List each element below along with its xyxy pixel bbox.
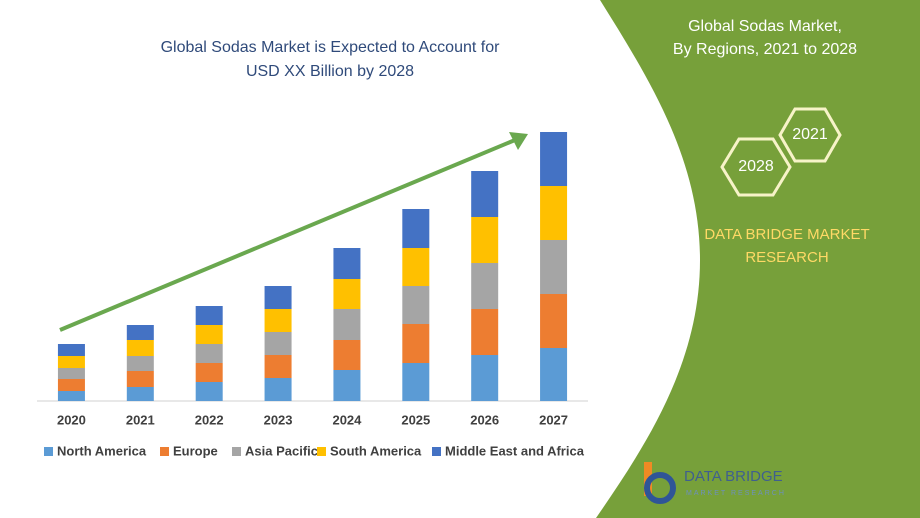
legend-label: Europe: [173, 443, 218, 458]
brand-text: DATA BRIDGE MARKET: [704, 226, 869, 243]
brand-text: RESEARCH: [745, 249, 828, 266]
bar-segment: [471, 217, 499, 263]
arrow-head: [509, 132, 528, 150]
logo-icon: [644, 472, 676, 504]
bar-segment: [540, 132, 568, 186]
bar-segment: [471, 309, 499, 355]
bar-segment: [126, 325, 154, 340]
bar-segment: [264, 378, 292, 401]
bar-segment: [402, 248, 430, 286]
x-tick-label: 2024: [332, 412, 362, 427]
bar-segment: [264, 286, 292, 309]
x-tick-label: 2027: [539, 412, 568, 427]
chart-title: Global Sodas Market is Expected to Accou…: [161, 39, 501, 56]
bar-segment: [264, 355, 292, 378]
bar-segment: [264, 309, 292, 332]
x-tick-label: 2021: [126, 412, 155, 427]
legend-swatch: [432, 447, 441, 456]
bar-segment: [540, 240, 568, 294]
legend-label: Asia Pacific: [245, 443, 318, 458]
bar-segment: [195, 325, 223, 344]
panel-title: By Regions, 2021 to 2028: [673, 41, 857, 58]
x-tick-label: 2023: [264, 412, 293, 427]
legend-label: Middle East and Africa: [445, 443, 585, 458]
hexagon: [720, 137, 792, 197]
bar-segment: [471, 355, 499, 401]
legend-swatch: [317, 447, 326, 456]
x-tick-label: 2026: [470, 412, 499, 427]
bar-segment: [333, 279, 361, 309]
bar-segment: [57, 368, 85, 379]
bar-segment: [195, 382, 223, 401]
bar-segment: [402, 324, 430, 363]
bar-segment: [57, 356, 85, 368]
bar-segment: [57, 379, 85, 391]
x-tick-label: 2025: [401, 412, 430, 427]
bar-segment: [333, 340, 361, 370]
bar-segment: [195, 306, 223, 325]
bar-segment: [126, 371, 154, 387]
legend-swatch: [44, 447, 53, 456]
bar-segment: [471, 263, 499, 309]
legend-swatch: [232, 447, 241, 456]
bar-segment: [57, 344, 85, 356]
bar-segment: [195, 363, 223, 382]
legend-swatch: [160, 447, 169, 456]
bar-segment: [540, 186, 568, 240]
bar-segment: [57, 391, 85, 401]
bar-segment: [540, 294, 568, 348]
bar-segment: [264, 332, 292, 355]
logo-name: DATA BRIDGE: [684, 468, 783, 485]
trend-arrow: [59, 138, 516, 332]
bar-segment: [402, 209, 430, 248]
panel-title: Global Sodas Market,: [688, 18, 842, 35]
chart-title: USD XX Billion by 2028: [246, 63, 414, 80]
bar-segment: [126, 356, 154, 371]
logo-tagline: MARKET RESEARCH: [686, 490, 786, 497]
legend-label: South America: [330, 443, 422, 458]
logo: DATA BRIDGE MARKET RESEARCH: [644, 462, 786, 504]
bar-segment: [333, 370, 361, 401]
badge-year: 2028: [738, 158, 774, 175]
bar-segment: [333, 309, 361, 340]
x-tick-label: 2020: [57, 412, 86, 427]
badge-year: 2021: [792, 126, 828, 143]
bar-segment: [195, 344, 223, 363]
legend-label: North America: [57, 443, 147, 458]
bar-segment: [333, 248, 361, 279]
bar-segment: [540, 348, 568, 401]
side-panel: [596, 0, 920, 518]
bar-segment: [126, 340, 154, 356]
bar-segment: [402, 363, 430, 401]
x-tick-label: 2022: [195, 412, 224, 427]
hexagon: [778, 107, 842, 163]
bar-segment: [126, 387, 154, 401]
bar-segment: [471, 171, 499, 217]
bar-segment: [402, 286, 430, 324]
